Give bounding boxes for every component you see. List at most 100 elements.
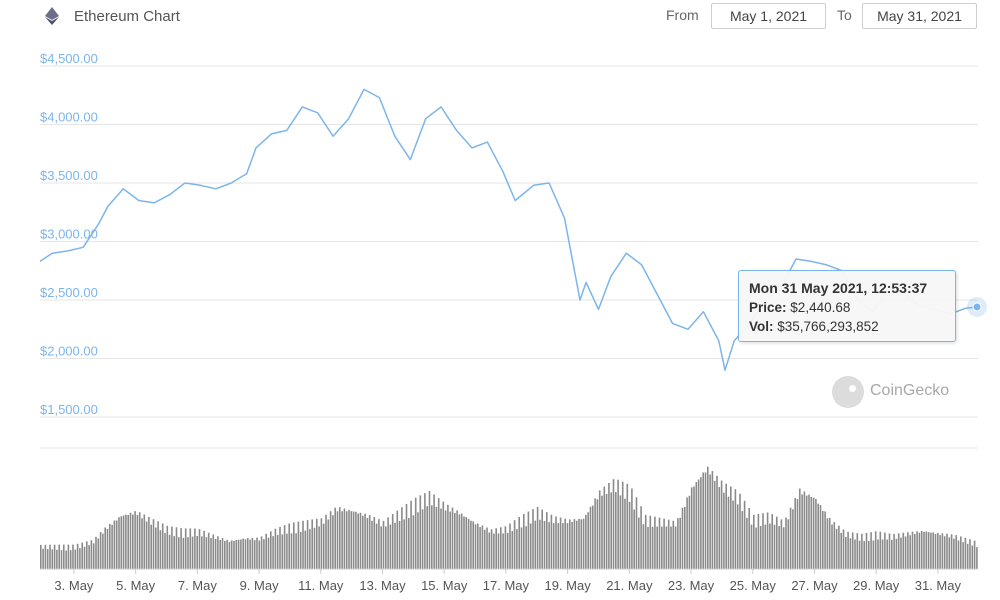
volume-bar xyxy=(801,494,803,569)
volume-bar xyxy=(270,531,272,569)
volume-bar xyxy=(598,490,601,569)
price-tooltip: Mon 31 May 2021, 12:53:37 Price: $2,440.… xyxy=(738,270,956,342)
volume-bar xyxy=(327,519,330,569)
to-date-input[interactable]: May 31, 2021 xyxy=(862,3,977,29)
volume-bar xyxy=(138,512,141,569)
volume-bar xyxy=(723,492,725,569)
volume-bar xyxy=(207,532,210,569)
volume-bar xyxy=(479,527,481,569)
volume-bar xyxy=(53,544,56,569)
volume-bar xyxy=(58,544,60,569)
volume-bar xyxy=(304,530,307,569)
volume-bar xyxy=(81,542,83,569)
volume-bar xyxy=(60,550,63,569)
volume-bar xyxy=(619,495,622,569)
volume-bar xyxy=(969,539,971,569)
volume-bar xyxy=(677,518,679,569)
volume-bar xyxy=(394,522,396,569)
volume-bar xyxy=(65,550,67,569)
volume-bar xyxy=(644,514,647,569)
volume-bar xyxy=(437,498,440,569)
volume-bar xyxy=(941,533,944,569)
volume-bar xyxy=(373,517,376,569)
volume-bar xyxy=(155,527,157,569)
volume-bar xyxy=(773,524,776,569)
volume-bar xyxy=(527,511,530,569)
volume-bar xyxy=(132,514,134,569)
volume-bar xyxy=(339,507,341,569)
coingecko-watermark: CoinGecko xyxy=(832,374,962,410)
volume-bar xyxy=(946,533,948,569)
volume-bar xyxy=(764,524,767,569)
volume-bar xyxy=(704,472,707,569)
volume-bar xyxy=(916,531,918,569)
volume-bar xyxy=(249,539,251,569)
volume-bar xyxy=(463,516,465,569)
volume-bar xyxy=(911,531,914,569)
volume-bar xyxy=(122,515,125,569)
volume-bar xyxy=(497,533,500,569)
volume-bar xyxy=(631,488,633,569)
volume-bar xyxy=(960,536,962,569)
volume-bar xyxy=(638,517,640,569)
volume-bar xyxy=(601,495,603,569)
volume-bar xyxy=(196,536,198,569)
volume-bar xyxy=(267,537,270,569)
volume-bar xyxy=(575,520,578,569)
y-tick-label: $1,500.00 xyxy=(40,402,98,417)
volume-bar xyxy=(240,539,242,569)
volume-bar xyxy=(727,496,730,569)
volume-bar xyxy=(171,526,173,569)
volume-bar xyxy=(253,540,256,569)
volume-bar xyxy=(589,506,592,569)
volume-bar xyxy=(550,514,553,569)
from-date-input[interactable]: May 1, 2021 xyxy=(711,3,826,29)
volume-bar xyxy=(380,526,382,569)
volume-bar xyxy=(886,539,888,569)
volume-bar xyxy=(428,491,431,569)
volume-bar xyxy=(233,540,235,569)
volume-bar xyxy=(88,545,90,569)
x-tick-label: 15. May xyxy=(421,578,468,593)
volume-bar xyxy=(106,529,109,569)
volume-bar xyxy=(624,498,626,569)
volume-bar xyxy=(778,526,780,569)
volume-bar xyxy=(845,536,847,569)
volume-bar xyxy=(488,532,491,569)
volume-bar xyxy=(417,512,419,569)
volume-bar xyxy=(341,511,343,569)
volume-bar xyxy=(748,508,750,569)
volume-bar xyxy=(148,516,150,569)
volume-bar xyxy=(780,519,783,569)
volume-bar xyxy=(840,532,842,569)
chart-title: Ethereum Chart xyxy=(74,8,180,25)
volume-bar xyxy=(868,541,870,569)
volume-bar xyxy=(513,520,516,569)
volume-bar xyxy=(787,519,790,569)
volume-bar xyxy=(306,520,309,569)
volume-bar xyxy=(769,523,771,569)
volume-bar xyxy=(309,529,311,569)
volume-bar xyxy=(674,526,677,569)
volume-bar xyxy=(923,531,925,569)
volume-bar xyxy=(182,537,185,569)
volume-bar xyxy=(658,517,661,569)
volume-bar xyxy=(465,517,468,569)
volume-bar xyxy=(86,541,88,569)
volume-bar xyxy=(608,482,610,569)
volume-bar xyxy=(322,523,325,569)
volume-bar xyxy=(164,532,166,569)
marker-point xyxy=(972,302,982,312)
volume-bar xyxy=(152,519,155,569)
volume-bar xyxy=(228,541,231,569)
volume-bar xyxy=(585,514,587,569)
volume-bar xyxy=(63,544,65,569)
volume-bar xyxy=(364,513,366,569)
volume-bar xyxy=(442,501,445,569)
volume-bar xyxy=(766,512,769,569)
volume-bar xyxy=(955,535,957,569)
volume-bar xyxy=(329,511,332,569)
volume-bar xyxy=(288,523,290,569)
volume-bar xyxy=(414,497,417,569)
